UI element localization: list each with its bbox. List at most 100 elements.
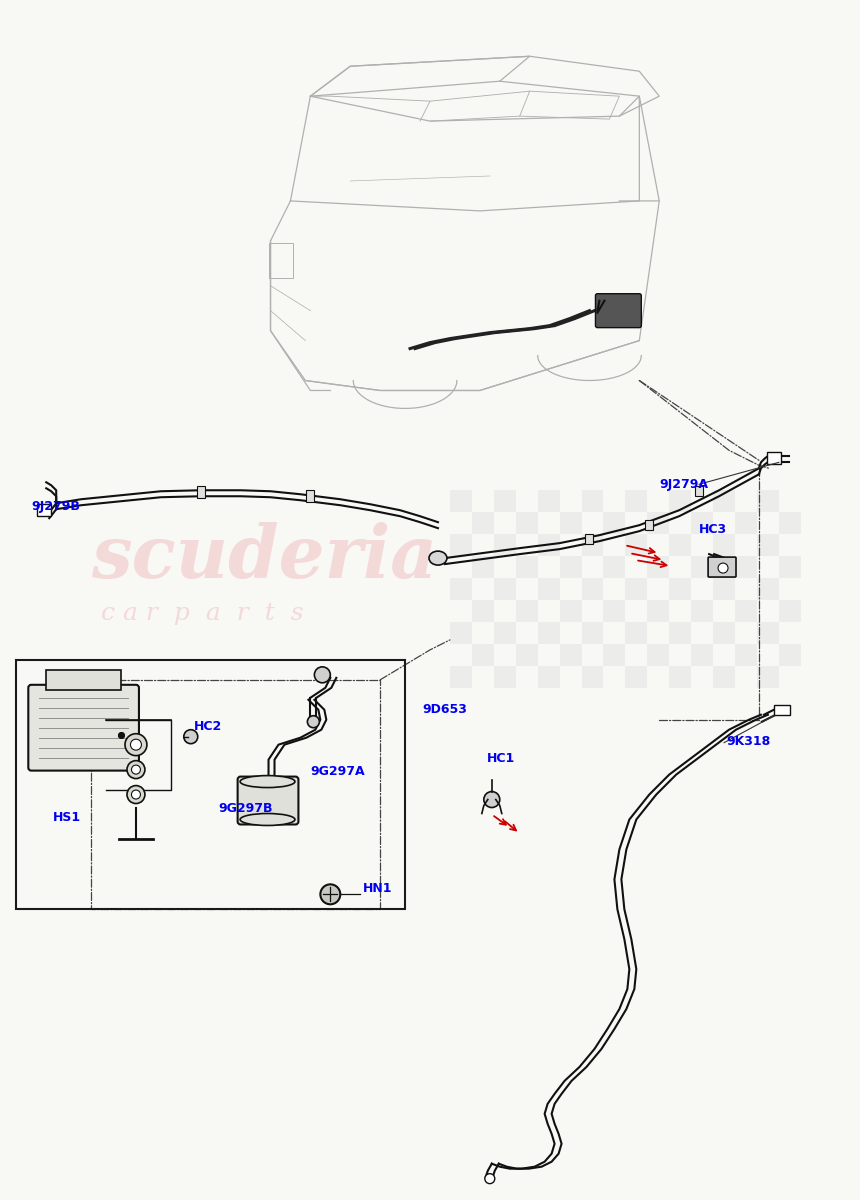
Bar <box>779 512 801 534</box>
Bar <box>691 644 713 666</box>
Bar <box>538 622 560 644</box>
Bar <box>735 644 757 666</box>
Bar <box>645 520 654 530</box>
Bar <box>779 644 801 666</box>
Bar <box>625 491 648 512</box>
Bar <box>779 600 801 622</box>
Bar <box>604 512 625 534</box>
Text: HC3: HC3 <box>699 523 728 536</box>
Bar <box>691 556 713 578</box>
Bar <box>779 556 801 578</box>
Bar <box>581 491 604 512</box>
Text: HN1: HN1 <box>363 882 393 895</box>
Bar <box>472 644 494 666</box>
Bar <box>494 491 516 512</box>
Bar <box>560 556 581 578</box>
Bar <box>581 622 604 644</box>
Circle shape <box>132 766 140 774</box>
Circle shape <box>131 739 141 750</box>
Bar <box>604 644 625 666</box>
Ellipse shape <box>429 551 447 565</box>
Bar <box>581 534 604 556</box>
Bar <box>450 491 472 512</box>
Text: 9D653: 9D653 <box>422 703 467 715</box>
Bar <box>538 578 560 600</box>
Bar <box>268 242 293 277</box>
Bar <box>494 578 516 600</box>
FancyBboxPatch shape <box>237 776 298 824</box>
Bar <box>472 600 494 622</box>
Circle shape <box>315 667 330 683</box>
Bar <box>46 670 121 690</box>
Bar <box>450 534 472 556</box>
Text: HC2: HC2 <box>194 720 222 733</box>
Bar <box>516 644 538 666</box>
Bar <box>648 556 669 578</box>
Bar <box>669 666 691 688</box>
Bar <box>735 512 757 534</box>
Bar <box>538 534 560 556</box>
Bar <box>669 622 691 644</box>
Bar <box>648 644 669 666</box>
Bar <box>586 534 593 544</box>
Bar <box>691 600 713 622</box>
Bar <box>757 534 779 556</box>
Bar <box>735 600 757 622</box>
Bar <box>306 491 315 503</box>
Circle shape <box>307 715 319 727</box>
Bar <box>604 600 625 622</box>
Bar <box>757 578 779 600</box>
Circle shape <box>132 790 140 799</box>
Bar <box>604 556 625 578</box>
Circle shape <box>184 730 198 744</box>
Bar <box>713 666 735 688</box>
Bar <box>695 486 703 497</box>
Circle shape <box>718 563 728 574</box>
Bar <box>757 666 779 688</box>
Bar <box>735 556 757 578</box>
Bar <box>516 600 538 622</box>
Circle shape <box>127 761 145 779</box>
Text: 9J279A: 9J279A <box>660 479 709 491</box>
Bar <box>625 534 648 556</box>
FancyBboxPatch shape <box>28 685 139 770</box>
Bar <box>713 491 735 512</box>
Bar <box>538 666 560 688</box>
Bar <box>516 556 538 578</box>
Bar <box>494 622 516 644</box>
Bar <box>757 491 779 512</box>
Circle shape <box>484 792 500 808</box>
Bar <box>648 512 669 534</box>
Bar <box>625 622 648 644</box>
Text: 9K318: 9K318 <box>726 734 771 748</box>
Bar <box>625 666 648 688</box>
Bar <box>713 578 735 600</box>
Ellipse shape <box>240 814 295 826</box>
Bar <box>713 534 735 556</box>
Text: c a r  p  a  r  t  s: c a r p a r t s <box>101 602 304 625</box>
Text: HC1: HC1 <box>487 751 515 764</box>
Bar <box>713 622 735 644</box>
Text: 9J279B: 9J279B <box>31 500 80 514</box>
Bar <box>16 660 405 910</box>
Bar <box>648 600 669 622</box>
Bar <box>669 578 691 600</box>
Bar <box>774 704 789 715</box>
Bar <box>472 556 494 578</box>
Bar <box>691 512 713 534</box>
Bar <box>560 644 581 666</box>
Text: scuderia: scuderia <box>91 522 437 593</box>
Bar <box>560 512 581 534</box>
Bar <box>669 491 691 512</box>
Bar <box>450 666 472 688</box>
Bar <box>472 512 494 534</box>
Circle shape <box>125 733 147 756</box>
Bar <box>197 486 205 498</box>
Bar <box>581 666 604 688</box>
Bar <box>581 578 604 600</box>
Bar <box>767 452 781 464</box>
Text: 9G297A: 9G297A <box>310 764 365 778</box>
Text: 9G297B: 9G297B <box>218 802 273 815</box>
FancyBboxPatch shape <box>708 557 736 577</box>
Bar <box>538 491 560 512</box>
